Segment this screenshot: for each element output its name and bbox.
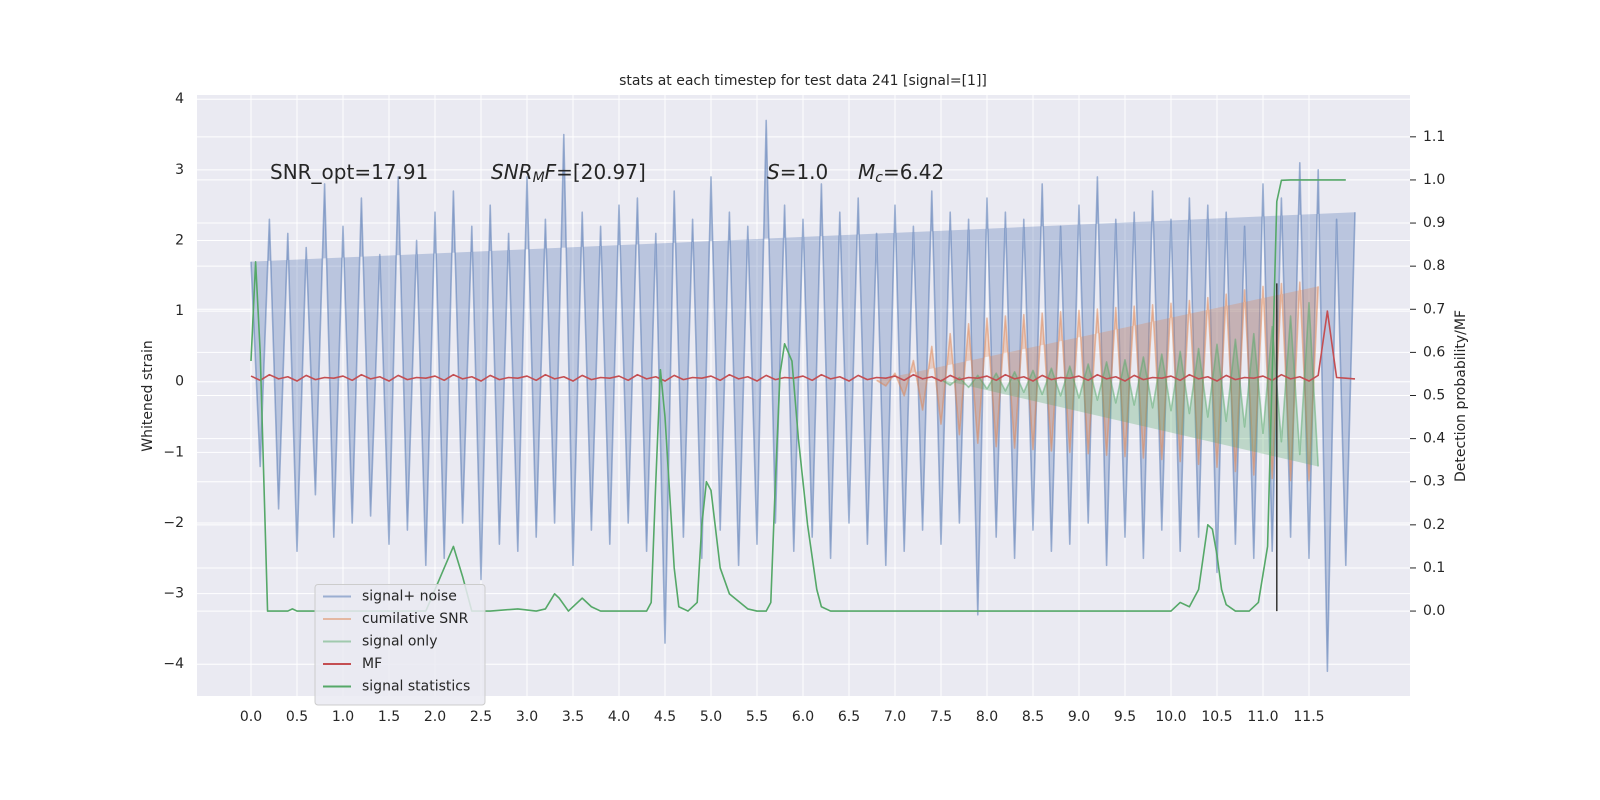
annotation: SNRMF=[20.97] xyxy=(491,160,646,187)
x-tick-label: 11.5 xyxy=(1293,709,1324,725)
annotation: SNR_opt=17.91 xyxy=(270,160,428,184)
chart-title: stats at each timestep for test data 241… xyxy=(619,73,987,89)
x-tick-label: 7.5 xyxy=(930,709,952,725)
x-tick-label: 8.5 xyxy=(1022,709,1044,725)
y-tick-label: 2 xyxy=(175,232,184,248)
annotation-part: M xyxy=(858,160,875,184)
annotation: Mc=6.42 xyxy=(858,160,944,187)
x-tick-label: 4.0 xyxy=(608,709,630,725)
y2-tick-label: 0.3 xyxy=(1423,474,1445,490)
x-tick-label: 4.5 xyxy=(654,709,676,725)
series-line xyxy=(876,281,1319,482)
x-tick-label: 1.5 xyxy=(378,709,400,725)
x-tick-label: 1.0 xyxy=(332,709,354,725)
series-line xyxy=(250,119,1356,673)
series-line xyxy=(940,301,1319,467)
x-tick-label: 6.0 xyxy=(792,709,814,725)
annotations: SNR_opt=17.91 SNRMF=[20.97] S=1.0 Mc=6.4… xyxy=(270,160,944,187)
x-tick-label: 0.0 xyxy=(240,709,262,725)
y-axis-label: Whitened strain xyxy=(140,340,156,451)
legend-label: signal+ noise xyxy=(362,589,457,605)
y-tick-label: −2 xyxy=(163,515,184,531)
annotation-part: =6.42 xyxy=(883,160,944,184)
x-tick-label: 3.0 xyxy=(516,709,538,725)
x-tick-label: 5.0 xyxy=(700,709,722,725)
y2-axis-label: Detection probability/MF xyxy=(1453,310,1469,482)
annotation-part: S xyxy=(767,160,780,184)
axes: 0.0 0.5 1.0 1.5 2.0 2.5 3.0 3.5 4.0 4.5 5.0 5.5 6.0 6… xyxy=(163,91,1445,725)
annotation-part: c xyxy=(875,170,883,186)
x-tick-label: 9.5 xyxy=(1114,709,1136,725)
legend-box xyxy=(314,584,486,706)
y-tick-label: −4 xyxy=(163,656,184,672)
x-tick-label: 7.0 xyxy=(884,709,906,725)
x-tick-label: 6.5 xyxy=(838,709,860,725)
x-tick-label: 8.0 xyxy=(976,709,998,725)
annotation-part: =[20.97] xyxy=(556,160,646,184)
x-tick-label: 0.5 xyxy=(286,709,308,725)
x-tick-label: 9.0 xyxy=(1068,709,1090,725)
annotation-part: F xyxy=(545,160,557,184)
legend-label: cumilative SNR xyxy=(362,611,469,627)
y2-tick-label: 0.9 xyxy=(1423,215,1445,231)
y2-tick-label: 0.7 xyxy=(1423,301,1445,317)
annotation-part: SNR_opt=17.91 xyxy=(270,160,428,184)
x-tick-label: 10.0 xyxy=(1155,709,1186,725)
x-tick-label: 11.0 xyxy=(1247,709,1278,725)
y-tick-label: 4 xyxy=(175,91,184,107)
y-tick-label: −3 xyxy=(163,586,184,602)
annotation-part: M xyxy=(533,170,545,186)
annotation-part: =1.0 xyxy=(780,160,829,184)
legend-label: MF xyxy=(362,656,382,672)
x-tick-label: 10.5 xyxy=(1201,709,1232,725)
x-tick-label: 2.5 xyxy=(470,709,492,725)
y2-tick-label: 1.1 xyxy=(1423,129,1445,145)
y2-tick-label: 0.8 xyxy=(1423,258,1445,274)
y2-tick-label: 0.1 xyxy=(1423,560,1445,576)
x-tick-label: 2.0 xyxy=(424,709,446,725)
annotation-part: SNR xyxy=(491,160,533,184)
y2-tick-label: 1.0 xyxy=(1423,172,1445,188)
legend-label: signal statistics xyxy=(362,679,470,695)
y2-tick-label: 0.2 xyxy=(1423,517,1445,533)
y2-tick-label: 0.5 xyxy=(1423,388,1445,404)
plot-marks xyxy=(250,119,1356,673)
legend-label: signal only xyxy=(362,634,437,650)
series-line xyxy=(250,310,1356,382)
y2-tick-label: 0.6 xyxy=(1423,344,1445,360)
y-tick-label: −1 xyxy=(163,444,184,460)
annotation: S=1.0 xyxy=(767,160,828,184)
y2-tick-label: 0.4 xyxy=(1423,431,1445,447)
y2-tick-label: 0.0 xyxy=(1423,603,1445,619)
series-line xyxy=(250,179,1346,612)
y-tick-label: 3 xyxy=(175,162,184,178)
legend: signal+ noise cumilative SNR signal only MF… xyxy=(314,584,486,706)
y-tick-label: 1 xyxy=(175,303,184,319)
x-tick-label: 3.5 xyxy=(562,709,584,725)
x-tick-label: 5.5 xyxy=(746,709,768,725)
y-tick-label: 0 xyxy=(175,374,184,390)
